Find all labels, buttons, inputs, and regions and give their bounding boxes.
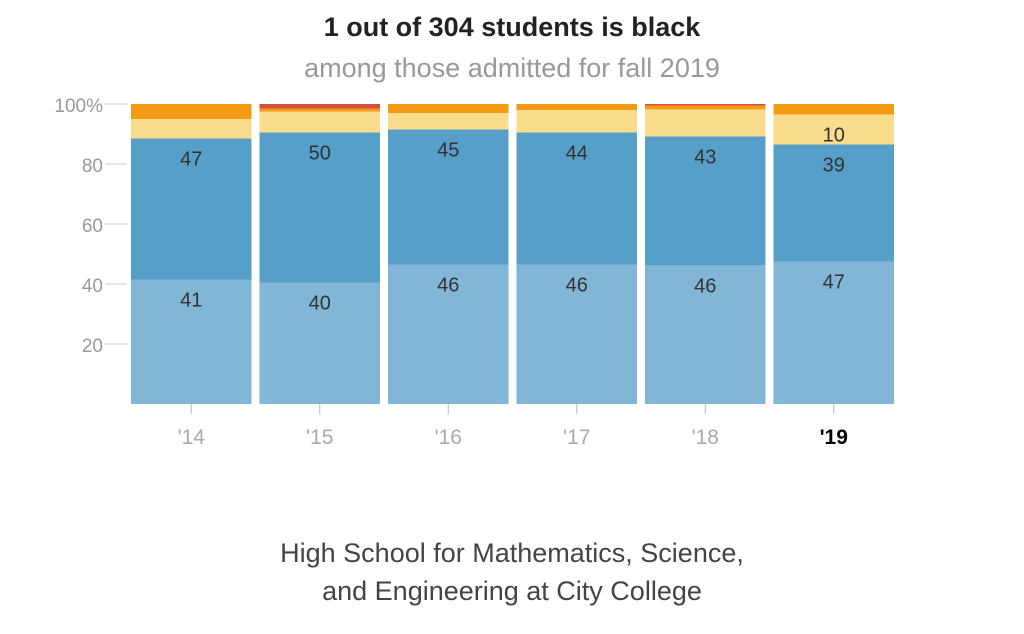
chart-title: 1 out of 304 students is black bbox=[323, 12, 701, 42]
bar-segment bbox=[645, 109, 766, 137]
bar-segment bbox=[388, 104, 509, 113]
x-tick-label: '17 bbox=[563, 426, 590, 449]
bar-segment bbox=[645, 265, 766, 404]
caption-line-1: High School for Mathematics, Science, bbox=[280, 538, 744, 568]
bar-value-label: 46 bbox=[437, 275, 459, 297]
bar-segment bbox=[645, 136, 766, 266]
bar-value-label: 43 bbox=[694, 146, 716, 168]
y-tick-label: 100% bbox=[54, 96, 103, 117]
bar-value-label: 50 bbox=[309, 143, 331, 165]
x-tick-label: '14 bbox=[178, 426, 206, 449]
bar-segment bbox=[516, 104, 637, 110]
bar-value-label: 46 bbox=[694, 275, 716, 297]
x-tick-label: '16 bbox=[435, 426, 462, 449]
bar-segment bbox=[259, 104, 380, 109]
x-tick-label: '15 bbox=[306, 426, 333, 449]
x-tick-label: '19 bbox=[820, 426, 848, 449]
bar-segment bbox=[516, 132, 637, 265]
bar-segment bbox=[259, 132, 380, 283]
bar-segment bbox=[516, 110, 637, 133]
caption-line-2: and Engineering at City College bbox=[322, 576, 702, 606]
bar-value-label: 39 bbox=[823, 155, 845, 177]
bar-segment bbox=[388, 264, 509, 404]
bar-value-label: 47 bbox=[823, 272, 845, 294]
bar-segment bbox=[773, 114, 894, 145]
school-caption: High School for Mathematics, Science, an… bbox=[0, 534, 1024, 610]
bar-segment bbox=[388, 129, 509, 265]
bar-segment bbox=[259, 108, 380, 112]
y-tick-label: 80 bbox=[82, 156, 103, 177]
stacked-bar-chart: 20 40 60 80 100% 41 47 '14 40 50 '15 46 45 '16 46 44 '17… bbox=[54, 96, 894, 449]
bar-segment bbox=[645, 104, 766, 106]
y-tick-label: 20 bbox=[82, 336, 103, 357]
y-tick-label: 60 bbox=[82, 216, 103, 237]
y-tick-label: 40 bbox=[82, 276, 103, 297]
bar-segment bbox=[131, 119, 252, 139]
bar-segment bbox=[259, 282, 380, 404]
bar-value-label: 46 bbox=[566, 275, 588, 297]
bar-segment bbox=[516, 264, 637, 404]
bar-segment bbox=[773, 104, 894, 115]
bar-value-label: 41 bbox=[180, 290, 202, 312]
bar-segment bbox=[645, 105, 766, 110]
bar-segment bbox=[131, 138, 252, 280]
x-tick-label: '18 bbox=[692, 426, 719, 449]
bar-value-label: 10 bbox=[823, 125, 845, 147]
bar-segment bbox=[388, 113, 509, 130]
chart-subtitle: among those admitted for fall 2019 bbox=[304, 53, 720, 83]
bar-segment bbox=[131, 279, 252, 404]
bar-value-label: 45 bbox=[437, 140, 459, 162]
bar-value-label: 40 bbox=[309, 293, 331, 315]
bar-value-label: 47 bbox=[180, 149, 202, 171]
bar-segment bbox=[259, 111, 380, 133]
bar-segment bbox=[773, 261, 894, 404]
bar-segment bbox=[773, 144, 894, 262]
bar-segment bbox=[131, 104, 252, 119]
bar-value-label: 44 bbox=[566, 143, 588, 165]
